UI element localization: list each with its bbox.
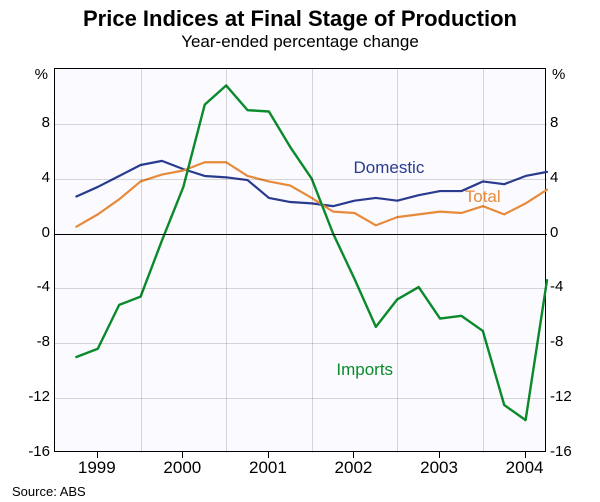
- y-tick-left: -12: [28, 388, 50, 405]
- chart-root: Price Indices at Final Stage of Producti…: [0, 0, 600, 502]
- y-tick-left: 0: [42, 224, 50, 241]
- series-label-total: Total: [465, 187, 501, 207]
- y-tick-left: -4: [37, 278, 50, 295]
- grid-hline: [55, 343, 547, 344]
- x-tick-mark: [268, 452, 269, 458]
- plot-area: [54, 68, 546, 452]
- source-text: Source: ABS: [12, 484, 86, 499]
- series-label-imports: Imports: [336, 360, 393, 380]
- x-tick: 2004: [503, 458, 547, 478]
- x-tick-mark: [353, 452, 354, 458]
- x-tick: 2003: [417, 458, 461, 478]
- grid-vline: [483, 69, 484, 453]
- grid-vline: [226, 69, 227, 453]
- y-tick-left: -16: [28, 443, 50, 460]
- x-tick-mark: [97, 452, 98, 458]
- y-tick-left: 8: [42, 114, 50, 131]
- y-tick-left: -8: [37, 333, 50, 350]
- y-tick-right: -8: [550, 333, 563, 350]
- grid-hline: [55, 124, 547, 125]
- grid-hline: [55, 179, 547, 180]
- x-tick: 2002: [331, 458, 375, 478]
- x-tick-mark: [525, 452, 526, 458]
- x-tick: 2001: [246, 458, 290, 478]
- grid-hline: [55, 398, 547, 399]
- y-tick-right: -16: [550, 443, 572, 460]
- y-tick-left: 4: [42, 169, 50, 186]
- line-layer: [55, 69, 547, 453]
- grid-vline: [397, 69, 398, 453]
- y-tick-right: -4: [550, 278, 563, 295]
- series-label-domestic: Domestic: [353, 158, 424, 178]
- y-unit-right: %: [552, 66, 565, 83]
- grid-hline: [55, 288, 547, 289]
- grid-vline: [141, 69, 142, 453]
- y-tick-right: 4: [550, 169, 558, 186]
- chart-subtitle: Year-ended percentage change: [0, 32, 600, 52]
- y-tick-right: 8: [550, 114, 558, 131]
- x-tick: 2000: [160, 458, 204, 478]
- grid-vline: [312, 69, 313, 453]
- zero-line: [55, 234, 547, 235]
- y-tick-right: -12: [550, 388, 572, 405]
- y-unit-left: %: [35, 66, 48, 83]
- x-tick: 1999: [75, 458, 119, 478]
- y-tick-right: 0: [550, 224, 558, 241]
- x-tick-mark: [182, 452, 183, 458]
- chart-title: Price Indices at Final Stage of Producti…: [0, 6, 600, 32]
- x-tick-mark: [439, 452, 440, 458]
